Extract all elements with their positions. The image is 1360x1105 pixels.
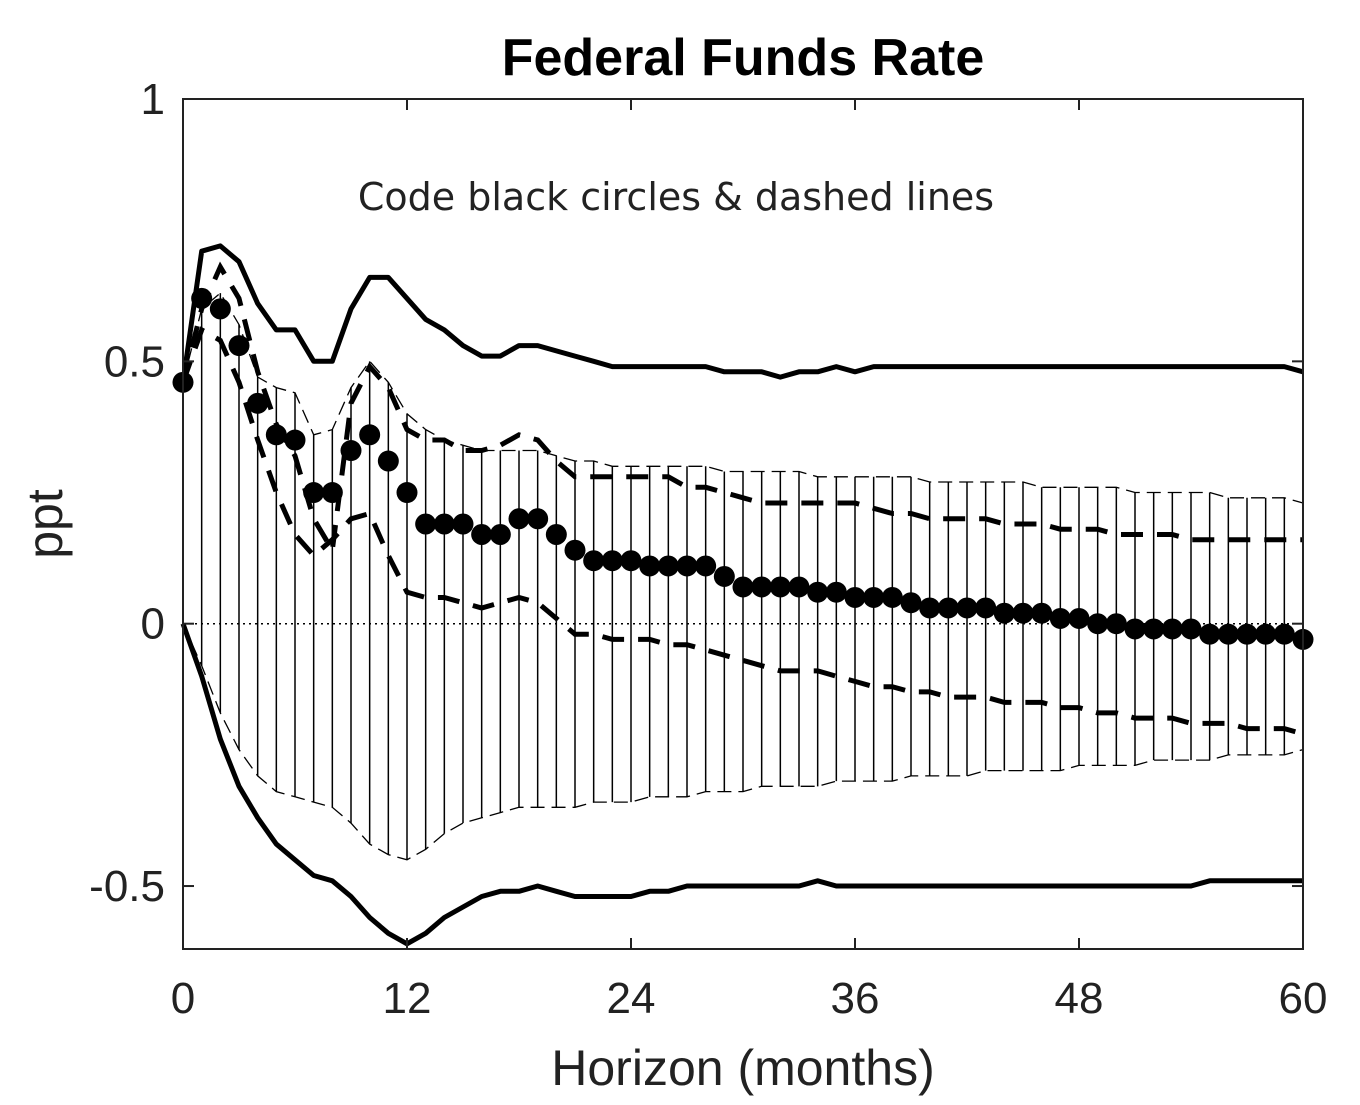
- band-upper-edge: [182, 292, 1304, 504]
- data-point: [751, 576, 773, 598]
- data-point: [564, 539, 586, 561]
- y-tick-label: 1: [141, 75, 165, 124]
- data-point: [545, 523, 567, 545]
- x-axis-label: Horizon (months): [551, 1040, 934, 1096]
- data-point: [1087, 613, 1109, 635]
- data-point: [881, 586, 903, 608]
- data-point: [695, 555, 717, 577]
- data-point: [508, 508, 530, 530]
- data-point: [1199, 623, 1221, 645]
- data-point: [433, 513, 455, 535]
- data-point: [1049, 607, 1071, 629]
- data-point: [303, 482, 325, 504]
- data-point: [975, 597, 997, 619]
- dashed-upper-line: [180, 261, 1303, 558]
- series-lines: [180, 243, 1304, 947]
- data-point: [1012, 602, 1034, 624]
- data-point: [247, 392, 269, 414]
- data-point: [919, 597, 941, 619]
- data-point: [825, 581, 847, 603]
- data-point: [676, 555, 698, 577]
- data-point: [377, 450, 399, 472]
- data-point: [1105, 613, 1127, 635]
- y-tick-label: -0.5: [89, 862, 165, 911]
- data-point: [321, 482, 343, 504]
- y-axis-label: ppt: [17, 489, 73, 559]
- data-point: [807, 581, 829, 603]
- data-point: [713, 565, 735, 587]
- data-point: [657, 555, 679, 577]
- data-point: [527, 508, 549, 530]
- x-tick-label: 12: [383, 974, 432, 1023]
- solid-lower-line: [180, 622, 1303, 947]
- data-point: [415, 513, 437, 535]
- data-point: [788, 576, 810, 598]
- x-tick-label: 36: [831, 974, 880, 1023]
- data-point: [844, 586, 866, 608]
- data-point: [265, 424, 287, 446]
- data-point: [396, 482, 418, 504]
- data-point: [209, 298, 231, 320]
- data-point: [937, 597, 959, 619]
- chart-annotation: Code black circles & dashed lines: [358, 175, 994, 219]
- data-point: [639, 555, 661, 577]
- data-point: [601, 550, 623, 572]
- data-point: [1068, 607, 1090, 629]
- data-point: [1273, 623, 1295, 645]
- data-point: [1161, 618, 1183, 640]
- x-tick-label: 60: [1279, 974, 1328, 1023]
- x-tick-label: 24: [607, 974, 656, 1023]
- data-point: [956, 597, 978, 619]
- chart-title: Federal Funds Rate: [502, 29, 985, 87]
- x-tick-label: 0: [171, 974, 195, 1023]
- data-point: [583, 550, 605, 572]
- data-point: [863, 586, 885, 608]
- data-point: [769, 576, 791, 598]
- solid-upper-line: [180, 243, 1304, 383]
- data-point: [1124, 618, 1146, 640]
- data-point: [471, 523, 493, 545]
- data-point: [1236, 623, 1258, 645]
- axis-ticks: 0 12 24 36 48 60 -0.5 0 0.5 1: [89, 75, 1327, 1023]
- data-point: [489, 523, 511, 545]
- data-point: [620, 550, 642, 572]
- data-point: [340, 440, 362, 462]
- data-point: [359, 424, 381, 446]
- data-point: [1031, 602, 1053, 624]
- y-tick-label: 0: [141, 600, 165, 649]
- data-point: [1143, 618, 1165, 640]
- y-tick-label: 0.5: [104, 337, 165, 386]
- plot-frame: [182, 98, 1304, 950]
- band-lower-edge: [182, 623, 1304, 861]
- data-point: [732, 576, 754, 598]
- data-point: [1180, 618, 1202, 640]
- series-points: [172, 287, 1314, 650]
- data-point: [228, 335, 250, 357]
- dashed-lower-line: [180, 326, 1304, 737]
- data-point: [1217, 623, 1239, 645]
- data-point: [900, 592, 922, 614]
- data-point: [1255, 623, 1277, 645]
- x-tick-label: 48: [1055, 974, 1104, 1023]
- data-point: [452, 513, 474, 535]
- data-point: [191, 287, 213, 309]
- data-point: [993, 602, 1015, 624]
- data-point: [284, 429, 306, 451]
